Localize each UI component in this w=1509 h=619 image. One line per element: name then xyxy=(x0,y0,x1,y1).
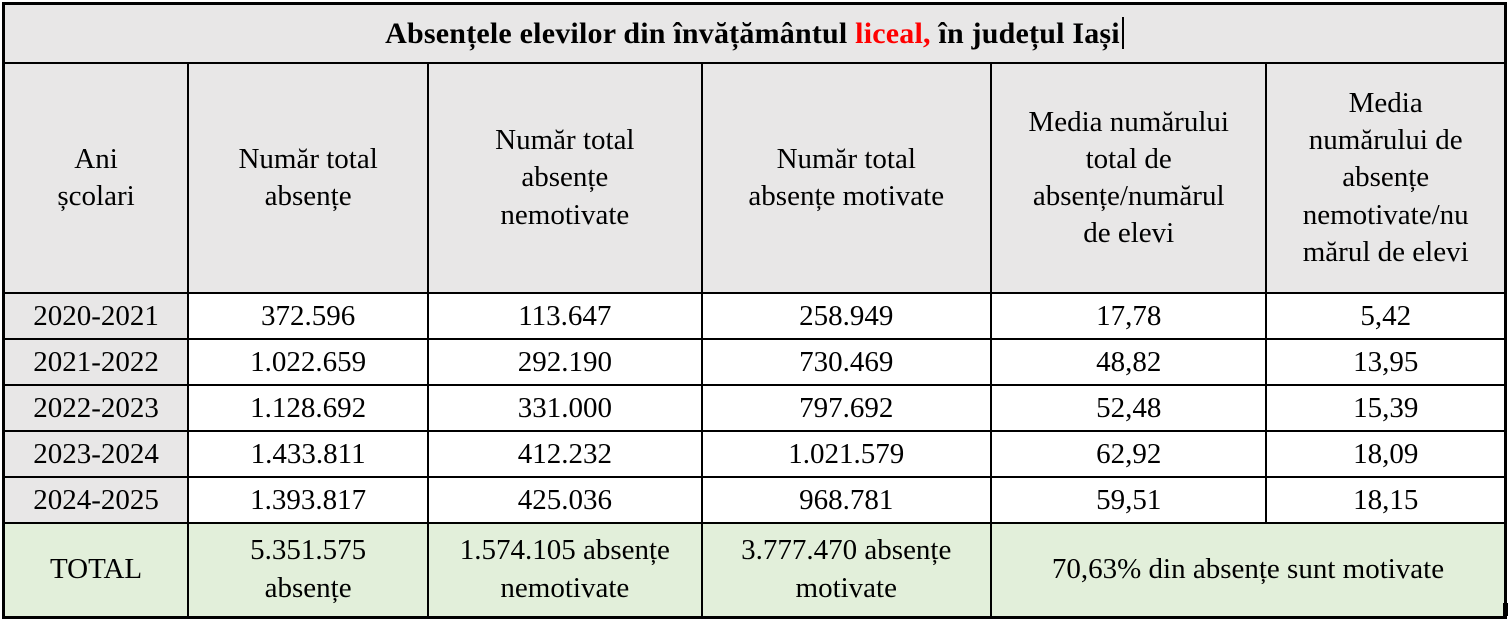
column-header-avg-total-per-student[interactable]: Media numărului total de absențe/numărul… xyxy=(990,62,1268,294)
motivated-absences-cell[interactable]: 730.469 xyxy=(700,338,993,386)
motivated-percentage-cell[interactable]: 70,63% din absențe sunt motivate xyxy=(990,522,1507,619)
total-motivated-sum-cell[interactable]: 3.777.470 absențe motivate xyxy=(700,522,993,619)
table-row-2024-2025: 2024-2025 1.393.817 425.036 968.781 59,5… xyxy=(2,476,1507,524)
avg-total-cell[interactable]: 62,92 xyxy=(990,430,1268,478)
table-handle-mark xyxy=(1503,603,1508,616)
table-row-2021-2022: 2021-2022 1.022.659 292.190 730.469 48,8… xyxy=(2,338,1507,386)
table-total-row: TOTAL 5.351.575 absențe 1.574.105 absenț… xyxy=(2,522,1507,619)
total-absences-cell[interactable]: 1.393.817 xyxy=(187,476,430,524)
title-prefix: Absențele elevilor din învățământul xyxy=(385,16,856,50)
table-title-row: Absențele elevilor din învățământul lice… xyxy=(2,2,1507,64)
motivated-absences-cell[interactable]: 1.021.579 xyxy=(700,430,993,478)
total-label-cell[interactable]: TOTAL xyxy=(2,522,190,619)
unmotivated-absences-cell[interactable]: 412.232 xyxy=(427,430,703,478)
title-suffix: în județul Iași xyxy=(930,16,1120,50)
table-title[interactable]: Absențele elevilor din învățământul lice… xyxy=(2,2,1507,64)
motivated-absences-cell[interactable]: 797.692 xyxy=(700,384,993,432)
column-header-motivated-absences[interactable]: Număr total absențe motivate xyxy=(700,62,993,294)
unmotivated-absences-cell[interactable]: 113.647 xyxy=(427,292,703,340)
table-row-2022-2023: 2022-2023 1.128.692 331.000 797.692 52,4… xyxy=(2,384,1507,432)
total-absences-sum-cell[interactable]: 5.351.575 absențe xyxy=(187,522,430,619)
total-unmotivated-sum-cell[interactable]: 1.574.105 absențe nemotivate xyxy=(427,522,703,619)
avg-total-cell[interactable]: 52,48 xyxy=(990,384,1268,432)
avg-unmotivated-cell[interactable]: 18,15 xyxy=(1265,476,1507,524)
table-row-2023-2024: 2023-2024 1.433.811 412.232 1.021.579 62… xyxy=(2,430,1507,478)
avg-total-cell[interactable]: 48,82 xyxy=(990,338,1268,386)
year-cell[interactable]: 2020-2021 xyxy=(2,292,190,340)
year-cell[interactable]: 2023-2024 xyxy=(2,430,190,478)
total-absences-cell[interactable]: 372.596 xyxy=(187,292,430,340)
column-header-years[interactable]: Ani școlari xyxy=(2,62,190,294)
motivated-absences-cell[interactable]: 258.949 xyxy=(700,292,993,340)
text-cursor-caret xyxy=(1121,16,1124,49)
table-row-2020-2021: 2020-2021 372.596 113.647 258.949 17,78 … xyxy=(2,292,1507,340)
year-cell[interactable]: 2021-2022 xyxy=(2,338,190,386)
avg-total-cell[interactable]: 59,51 xyxy=(990,476,1268,524)
avg-total-cell[interactable]: 17,78 xyxy=(990,292,1268,340)
avg-unmotivated-cell[interactable]: 18,09 xyxy=(1265,430,1507,478)
title-highlight: liceal, xyxy=(855,16,931,50)
column-header-total-absences[interactable]: Număr total absențe xyxy=(187,62,430,294)
total-absences-cell[interactable]: 1.128.692 xyxy=(187,384,430,432)
unmotivated-absences-cell[interactable]: 292.190 xyxy=(427,338,703,386)
motivated-absences-cell[interactable]: 968.781 xyxy=(700,476,993,524)
total-absences-cell[interactable]: 1.433.811 xyxy=(187,430,430,478)
avg-unmotivated-cell[interactable]: 15,39 xyxy=(1265,384,1507,432)
unmotivated-absences-cell[interactable]: 425.036 xyxy=(427,476,703,524)
unmotivated-absences-cell[interactable]: 331.000 xyxy=(427,384,703,432)
avg-unmotivated-cell[interactable]: 13,95 xyxy=(1265,338,1507,386)
year-cell[interactable]: 2022-2023 xyxy=(2,384,190,432)
table-header-row: Ani școlari Număr total absențe Număr to… xyxy=(2,62,1507,294)
year-cell[interactable]: 2024-2025 xyxy=(2,476,190,524)
avg-unmotivated-cell[interactable]: 5,42 xyxy=(1265,292,1507,340)
column-header-avg-unmotivated-per-student[interactable]: Media numărului de absențe nemotivate/nu… xyxy=(1265,62,1507,294)
total-absences-cell[interactable]: 1.022.659 xyxy=(187,338,430,386)
column-header-unmotivated-absences[interactable]: Număr total absențe nemotivate xyxy=(427,62,703,294)
